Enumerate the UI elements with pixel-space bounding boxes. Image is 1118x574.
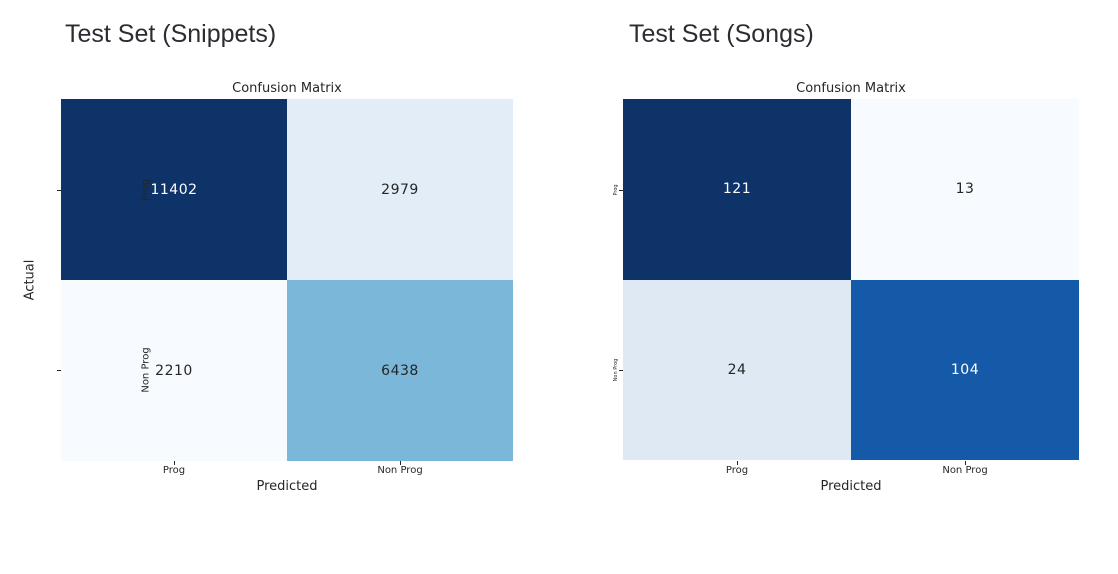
confusion-matrix-songs: 121 13 24 104 <box>623 99 1079 460</box>
y-tick-label: Prog <box>140 178 152 202</box>
panel-title-snippets: Test Set (Snippets) <box>65 20 277 48</box>
x-tick-label: Non Prog <box>942 465 988 476</box>
matrix-cell-nonprog-nonprog: 104 <box>851 279 1079 460</box>
matrix-cell-prog-nonprog: 2979 <box>287 99 513 280</box>
x-axis-label: Predicted <box>256 479 318 494</box>
chart-title: Confusion Matrix <box>232 81 342 96</box>
x-axis-label: Predicted <box>820 479 882 494</box>
x-tick-label: Prog <box>162 465 186 476</box>
panel-snippets: Test Set (Snippets) Confusion Matrix 114… <box>22 20 513 494</box>
y-tick-label: Prog <box>613 184 619 196</box>
y-tick-mark <box>57 190 61 191</box>
x-tick-label: Prog <box>725 465 749 476</box>
chart-title: Confusion Matrix <box>796 81 906 96</box>
confusion-matrix-snippets: 11402 2979 2210 6438 <box>61 99 513 461</box>
y-tick-mark <box>57 370 61 371</box>
x-tick-mark <box>737 461 738 465</box>
panel-songs: Test Set (Songs) Confusion Matrix 121 13… <box>559 0 1118 574</box>
x-tick-label: Non Prog <box>377 465 423 476</box>
x-tick-mark <box>400 461 401 465</box>
y-tick-label: Non Prog <box>613 358 619 382</box>
matrix-cell-nonprog-prog: 2210 <box>61 280 287 461</box>
matrix-cell-prog-prog: 121 <box>623 99 851 280</box>
matrix-cell-prog-prog: 11402 <box>61 99 287 280</box>
y-axis-label: Actual <box>22 259 38 301</box>
matrix-cell-nonprog-prog: 24 <box>623 279 851 460</box>
y-tick-mark <box>619 370 623 371</box>
matrix-cell-nonprog-nonprog: 6438 <box>287 280 513 461</box>
x-tick-mark <box>965 461 966 465</box>
y-tick-mark <box>619 190 623 191</box>
panel-title-songs: Test Set (Songs) <box>629 20 814 48</box>
matrix-cell-prog-nonprog: 13 <box>851 99 1079 280</box>
x-tick-mark <box>174 461 175 465</box>
y-tick-label: Non Prog <box>140 347 152 393</box>
